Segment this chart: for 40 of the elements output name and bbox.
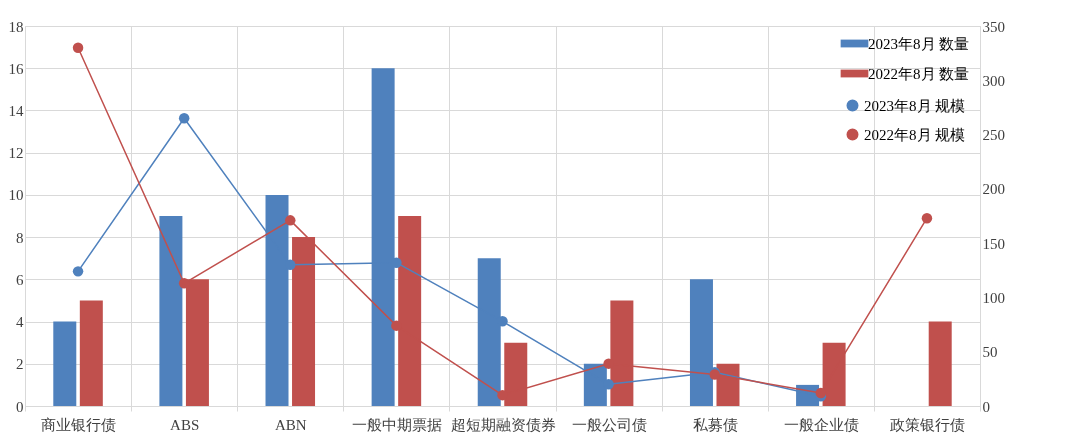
- legend-label: 2023年8月 规模: [864, 97, 966, 114]
- point: [921, 212, 933, 224]
- bar: [928, 321, 952, 406]
- point: [285, 215, 296, 226]
- x-tick-label: 私募债: [692, 416, 738, 433]
- y-tick-label: 18: [8, 18, 24, 35]
- legend-label: 2022年8月 数量: [868, 65, 970, 82]
- y2-tick-label: 300: [982, 72, 1005, 89]
- y2-tick-label: 50: [982, 344, 998, 361]
- x-tick-label: 一般公司债: [571, 416, 647, 433]
- x-tick-label: 政策银行债: [889, 416, 965, 433]
- bar: [53, 321, 77, 406]
- x-tick-label: ABN: [274, 416, 307, 433]
- y-tick-label: 0: [16, 398, 24, 415]
- y-tick-label: 16: [8, 60, 24, 77]
- x-tick-label: 一般中期票据: [351, 416, 442, 433]
- bar: [79, 300, 103, 406]
- y-tick-label: 8: [16, 229, 24, 246]
- y-tick-label: 12: [8, 145, 24, 162]
- y-tick-label: 4: [16, 314, 24, 331]
- point: [72, 42, 84, 53]
- point: [72, 266, 84, 277]
- legend-label: 2023年8月 数量: [868, 35, 970, 52]
- point: [178, 113, 190, 124]
- x-tick-label: 超短期融资债券: [450, 416, 556, 433]
- y-tick-label: 2: [16, 356, 24, 373]
- y-tick-label: 14: [8, 102, 24, 119]
- y2-tick-label: 350: [982, 18, 1005, 35]
- y2-tick-label: 0: [982, 398, 990, 415]
- x-tick-label: ABS: [170, 416, 200, 433]
- y-tick-label: 6: [16, 271, 24, 288]
- x-tick-label: 商业银行债: [41, 416, 117, 433]
- y2-tick-label: 250: [982, 127, 1005, 144]
- y2-tick-label: 100: [982, 289, 1005, 306]
- y2-tick-label: 200: [982, 181, 1005, 198]
- legend-label: 2022年8月 规模: [864, 126, 966, 143]
- y2-tick-label: 150: [982, 235, 1005, 252]
- y-tick-label: 10: [8, 187, 24, 204]
- x-tick-label: 一般企业债: [783, 416, 859, 433]
- bar: [159, 216, 183, 406]
